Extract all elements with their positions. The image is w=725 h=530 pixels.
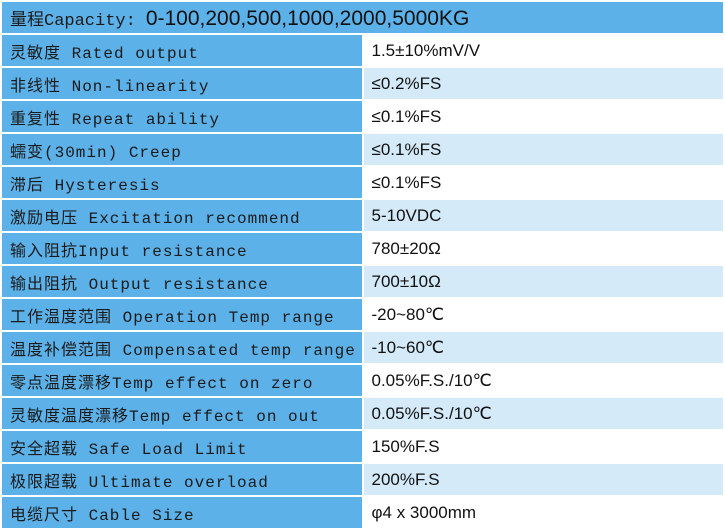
spec-value: 780±20Ω [361,231,725,266]
spec-name: 激励电压 Excitation recommend [0,198,364,233]
spec-row: 蠕变(30min) Creep ≤0.1%FS [0,132,725,167]
spec-row: 温度补偿范围 Compensated temp range -10~60℃ [0,330,725,365]
spec-value: ≤0.1%FS [361,132,725,167]
spec-value: -20~80℃ [361,297,725,332]
spec-name: 极限超载 Ultimate overload [0,462,364,497]
spec-name: 重复性 Repeat ability [0,99,364,134]
header-cell: 量程Capacity: 0-100,200,500,1000,2000,5000K… [0,0,725,35]
spec-row: 重复性 Repeat ability ≤0.1%FS [0,99,725,134]
spec-row: 安全超载 Safe Load Limit 150%F.S [0,429,725,464]
spec-name: 滞后 Hysteresis [0,165,364,200]
spec-value: ≤0.1%FS [361,99,725,134]
spec-row: 零点温度漂移Temp effect on zero 0.05%F.S./10℃ [0,363,725,398]
spec-name: 非线性 Non-linearity [0,66,364,101]
spec-row: 极限超载 Ultimate overload 200%F.S [0,462,725,497]
spec-name: 工作温度范围 Operation Temp range [0,297,364,332]
header-value: 0-100,200,500,1000,2000,5000KG [145,6,470,30]
spec-value: 1.5±10%mV/V [361,33,725,68]
spec-name: 安全超载 Safe Load Limit [0,429,364,464]
spec-value: 0.05%F.S./10℃ [361,363,725,398]
spec-value: 5-10VDC [361,198,725,233]
spec-value: φ4 x 3000mm [361,495,725,530]
header-row: 量程Capacity: 0-100,200,500,1000,2000,5000K… [0,0,725,35]
spec-row: 激励电压 Excitation recommend 5-10VDC [0,198,725,233]
spec-value: 200%F.S [361,462,725,497]
spec-value: ≤0.1%FS [361,165,725,200]
spec-value: -10~60℃ [361,330,725,365]
spec-name: 温度补偿范围 Compensated temp range [0,330,364,365]
spec-name: 电缆尺寸 Cable Size [0,495,364,530]
spec-value: 0.05%F.S./10℃ [361,396,725,431]
spec-row: 输出阻抗 Output resistance 700±10Ω [0,264,725,299]
spec-row: 灵敏度温度漂移Temp effect on out 0.05%F.S./10℃ [0,396,725,431]
spec-name: 输出阻抗 Output resistance [0,264,364,299]
spec-name: 零点温度漂移Temp effect on zero [0,363,364,398]
spec-row: 工作温度范围 Operation Temp range -20~80℃ [0,297,725,332]
header-label: 量程Capacity: [10,11,136,31]
spec-row: 滞后 Hysteresis ≤0.1%FS [0,165,725,200]
spec-value: 700±10Ω [361,264,725,299]
spec-value: ≤0.2%FS [361,66,725,101]
spec-row: 输入阻抗Input resistance 780±20Ω [0,231,725,266]
spec-row: 非线性 Non-linearity ≤0.2%FS [0,66,725,101]
spec-row: 电缆尺寸 Cable Size φ4 x 3000mm [0,495,725,530]
spec-name: 灵敏度 Rated output [0,33,364,68]
spec-name: 灵敏度温度漂移Temp effect on out [0,396,364,431]
spec-value: 150%F.S [361,429,725,464]
spec-name: 蠕变(30min) Creep [0,132,364,167]
spec-name: 输入阻抗Input resistance [0,231,364,266]
spec-row: 灵敏度 Rated output 1.5±10%mV/V [0,33,725,68]
